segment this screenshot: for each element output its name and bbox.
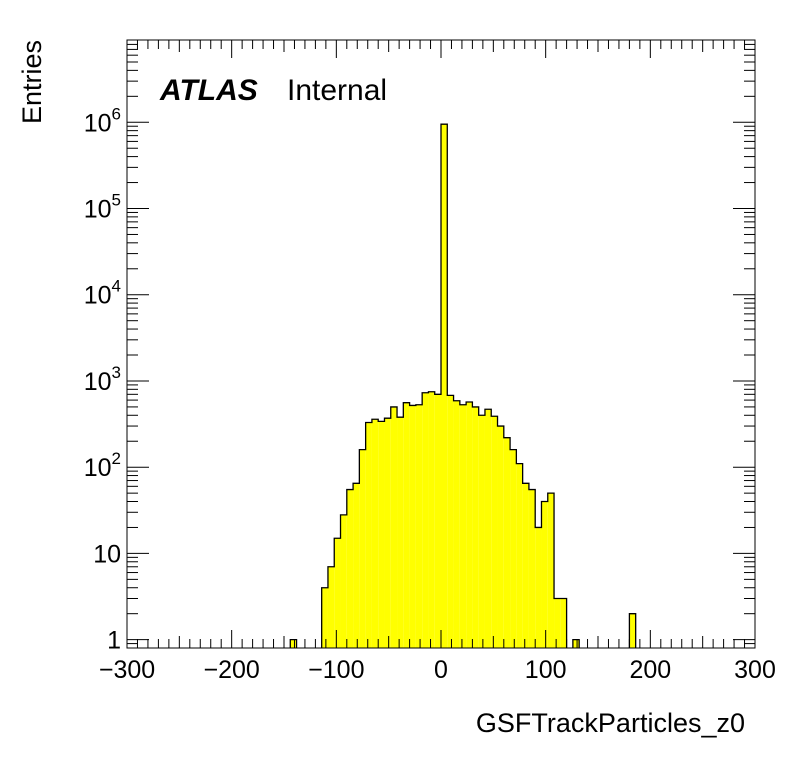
histogram-bin xyxy=(353,483,360,648)
histogram-bin xyxy=(516,463,523,648)
y-tick-label: 104 xyxy=(84,277,121,310)
histogram-bin xyxy=(371,419,379,648)
histogram-bin xyxy=(459,404,467,648)
histogram-bin xyxy=(340,514,347,648)
histogram-bin xyxy=(334,538,341,648)
histogram-bin xyxy=(453,400,460,648)
histogram-bin xyxy=(415,404,423,648)
x-tick-label: −200 xyxy=(204,656,260,684)
histogram-bin xyxy=(409,405,416,648)
x-tick-label: −100 xyxy=(308,656,364,684)
x-tick-label: 0 xyxy=(434,656,448,684)
histogram-bin xyxy=(629,613,636,648)
histogram-bin xyxy=(547,493,555,648)
histogram-bin xyxy=(491,416,498,648)
plot-frame xyxy=(126,39,756,649)
y-tick-label: 102 xyxy=(84,449,121,482)
histogram-bin xyxy=(434,394,441,648)
y-tick-label: 103 xyxy=(84,363,121,396)
x-tick-label: 100 xyxy=(525,656,567,684)
y-tick-label: 105 xyxy=(84,191,121,224)
atlas-label: ATLAS xyxy=(159,74,258,107)
histogram-bin xyxy=(428,391,435,648)
histogram-bin xyxy=(441,124,448,648)
internal-label: Internal xyxy=(287,74,387,107)
histogram-bin xyxy=(503,437,511,648)
histogram-bin xyxy=(497,426,504,648)
x-tick-label: −300 xyxy=(99,656,155,684)
histogram-bin xyxy=(510,449,517,648)
y-tick-labels: 1 10 102 103 104 105 106 xyxy=(84,104,121,654)
histogram-bin xyxy=(478,415,485,648)
histogram-bin xyxy=(560,598,567,648)
histogram-bin xyxy=(554,598,561,648)
y-tick-label: 1 xyxy=(107,627,121,655)
histogram-bin xyxy=(384,418,391,648)
histogram-bin xyxy=(346,489,354,648)
histogram-bin xyxy=(528,489,536,648)
histogram-bin xyxy=(472,406,479,648)
histogram-bin xyxy=(397,417,404,648)
histogram-bin xyxy=(321,587,328,648)
histogram-outline xyxy=(289,123,637,648)
histogram-bin xyxy=(535,527,542,648)
x-tick-label: 200 xyxy=(629,656,671,684)
histogram-bin xyxy=(422,392,429,648)
y-tick-label: 10 xyxy=(93,540,121,568)
histogram-bin xyxy=(522,483,529,648)
histogram-bin xyxy=(541,501,548,648)
x-tick-label: 300 xyxy=(734,656,776,684)
histogram-bin xyxy=(378,421,385,648)
x-tick-labels: −300 −200 −100 0 100 200 300 xyxy=(99,656,776,684)
histogram-bin xyxy=(327,566,335,648)
histogram-bin xyxy=(484,409,492,648)
histogram-bin xyxy=(290,639,297,648)
x-axis-title: GSFTrackParticles_z0 xyxy=(476,708,745,738)
histogram-bin xyxy=(390,406,398,648)
histogram-bin xyxy=(403,402,410,648)
histogram-bin xyxy=(365,422,372,648)
histogram-bin xyxy=(466,402,473,648)
y-axis-title: Entries xyxy=(17,40,47,124)
histogram-bars xyxy=(289,123,637,648)
y-tick-label: 106 xyxy=(84,104,121,137)
histogram-bin xyxy=(447,395,454,648)
histogram-bin xyxy=(359,449,366,648)
histogram-bin xyxy=(572,639,580,648)
